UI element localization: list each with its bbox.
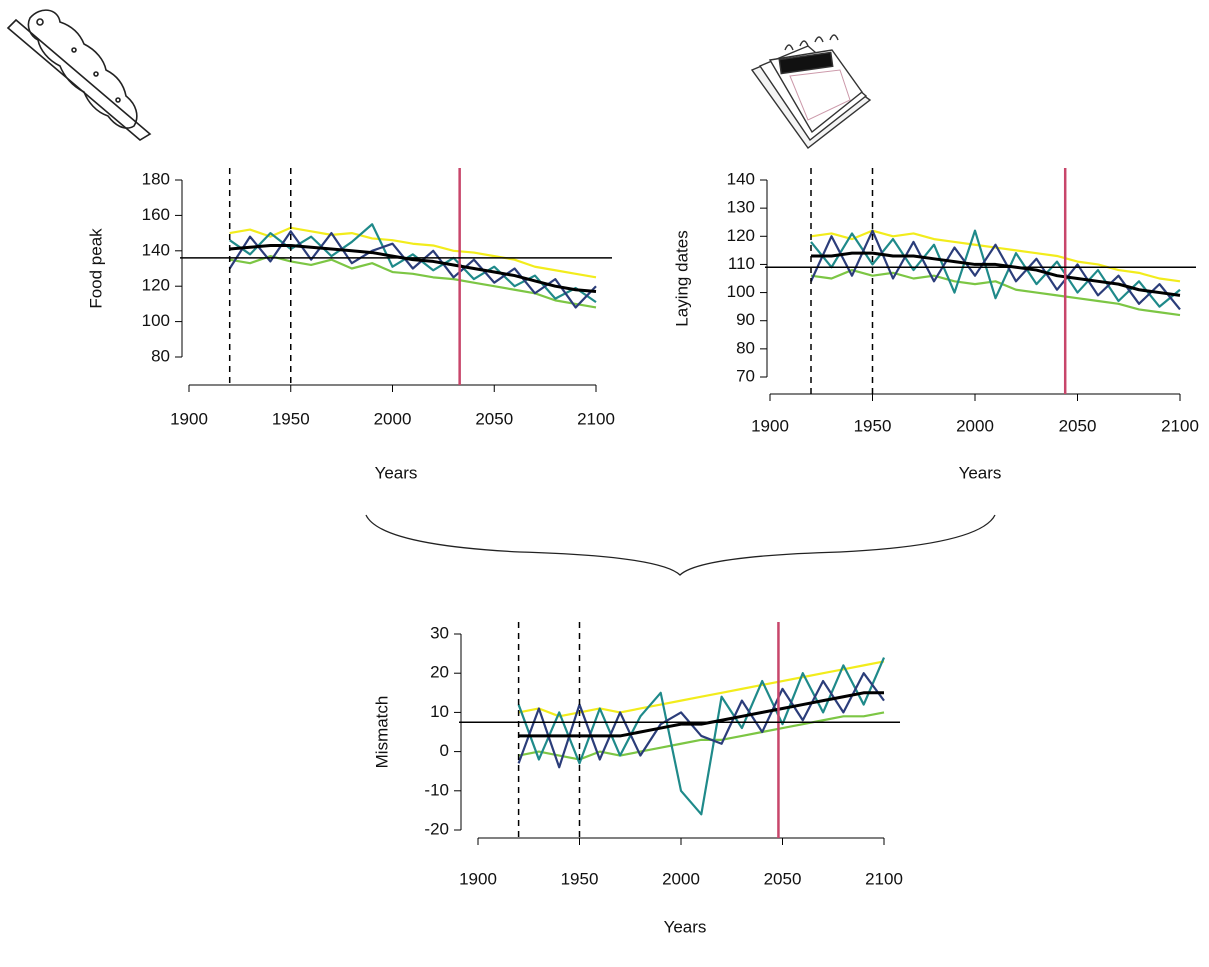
y-tick-label: 100 (142, 311, 170, 330)
x-axis-label: Years (375, 463, 418, 482)
y-tick-label: 180 (142, 169, 170, 188)
mean-line (811, 251, 1181, 297)
x-tick-label: 2100 (1161, 416, 1199, 435)
y-tick-label: 0 (440, 741, 449, 760)
y-tick-label: -20 (424, 819, 449, 838)
y-tick-label: 70 (736, 366, 755, 385)
x-tick-label: 2000 (662, 869, 700, 888)
x-tick-label: 2050 (764, 869, 802, 888)
x-tick-label: 1900 (751, 416, 789, 435)
y-tick-label: 130 (727, 198, 755, 217)
x-tick-label: 1950 (561, 869, 599, 888)
ensemble-line (809, 229, 1181, 311)
x-tick-label: 2050 (1059, 416, 1097, 435)
y-axis-label: Mismatch (372, 696, 391, 769)
y-tick-label: 120 (727, 226, 755, 245)
y-tick-label: -10 (424, 780, 449, 799)
y-tick-label: 90 (736, 310, 755, 329)
ensemble-line (229, 226, 597, 279)
ensemble-line (229, 223, 597, 304)
x-tick-label: 1950 (272, 409, 310, 428)
x-tick-label: 1900 (170, 409, 208, 428)
ensemble-line (810, 268, 1181, 317)
y-tick-label: 80 (151, 346, 170, 365)
x-tick-label: 1900 (459, 869, 497, 888)
x-tick-label: 2000 (374, 409, 412, 428)
x-axis-label: Years (959, 463, 1002, 482)
x-tick-label: 1950 (854, 416, 892, 435)
y-tick-label: 120 (142, 276, 170, 295)
y-tick-label: 110 (728, 254, 755, 273)
y-axis-label: Food peak (86, 228, 105, 309)
y-tick-label: 100 (727, 282, 755, 301)
caterpillar-icon (6, 9, 152, 141)
ensemble-line (517, 657, 886, 816)
y-tick-label: 80 (736, 338, 755, 357)
y-tick-label: 160 (142, 205, 170, 224)
ensemble-line (810, 229, 1181, 308)
x-axis-label: Years (664, 917, 707, 936)
brace (365, 514, 996, 576)
y-tick-label: 140 (142, 240, 170, 259)
x-tick-label: 2000 (956, 416, 994, 435)
x-tick-label: 2100 (865, 869, 903, 888)
y-tick-label: 10 (430, 702, 449, 721)
y-axis-label: Laying dates (672, 230, 691, 326)
y-tick-label: 30 (430, 623, 449, 642)
x-tick-label: 2100 (577, 409, 615, 428)
ensemble-line (228, 230, 597, 309)
ensemble-line (517, 672, 885, 769)
y-tick-label: 140 (727, 169, 755, 188)
x-tick-label: 2050 (475, 409, 513, 428)
calendar-icon (750, 34, 872, 149)
y-tick-label: 20 (430, 663, 449, 682)
